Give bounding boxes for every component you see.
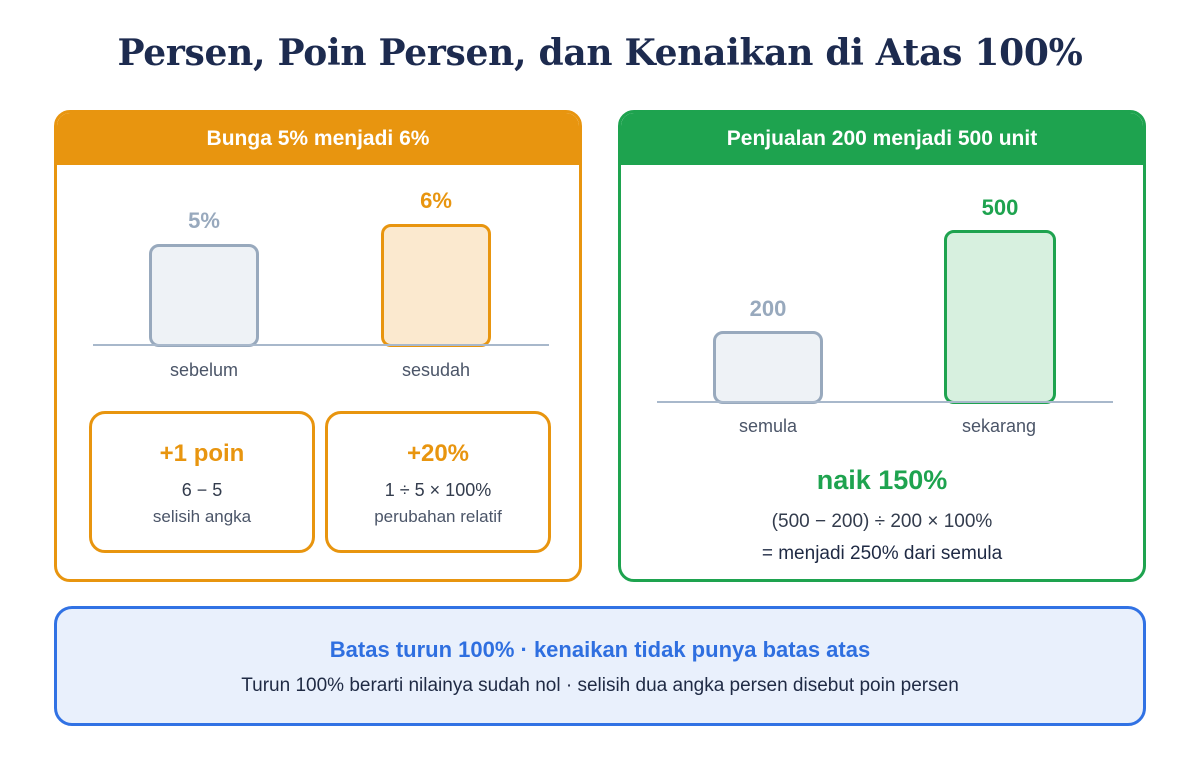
original-bar <box>713 331 823 404</box>
relative-change-headline: +20% <box>406 440 470 467</box>
interest-panel: Bunga 5% menjadi 6% 5% 6% sebelum sesuda… <box>54 110 582 582</box>
takeaway-heading: Batas turun 100% · kenaikan tidak punya … <box>329 637 871 662</box>
baseline <box>93 344 549 346</box>
interest-panel-header: Bunga 5% menjadi 6% <box>57 113 579 165</box>
increase-result: naik 150% <box>816 465 948 495</box>
after-label: sesudah <box>401 360 471 380</box>
after-bar <box>381 224 491 347</box>
point-change-card: +1 poin 6 − 5 selisih angka <box>89 411 315 553</box>
current-label: sekarang <box>961 416 1037 436</box>
before-value: 5% <box>188 208 220 233</box>
takeaway-body: Turun 100% berarti nilainya sudah nol · … <box>241 675 959 696</box>
before-bar <box>149 244 259 347</box>
increase-summary: = menjadi 250% dari semula <box>761 543 1003 564</box>
relative-change-caption: perubahan relatif <box>374 507 502 526</box>
key-takeaway-box: Batas turun 100% · kenaikan tidak punya … <box>54 606 1146 726</box>
before-label: sebelum <box>169 360 239 380</box>
point-change-formula: 6 − 5 <box>181 480 223 500</box>
current-value: 500 <box>981 195 1019 220</box>
increase-formula: (500 − 200) ÷ 200 × 100% <box>771 511 993 532</box>
baseline <box>657 401 1113 403</box>
original-value: 200 <box>749 296 787 321</box>
relative-change-card: +20% 1 ÷ 5 × 100% perubahan relatif <box>325 411 551 553</box>
original-label: semula <box>738 416 798 436</box>
point-change-caption: selisih angka <box>152 507 252 526</box>
page-title: Persen, Poin Persen, dan Kenaikan di Ata… <box>117 32 1083 74</box>
sales-panel: Penjualan 200 menjadi 500 unit 200 500 s… <box>618 110 1146 582</box>
point-change-headline: +1 poin <box>159 440 245 467</box>
after-value: 6% <box>420 188 452 213</box>
current-bar <box>944 230 1056 404</box>
relative-change-formula: 1 ÷ 5 × 100% <box>384 480 492 500</box>
sales-panel-header: Penjualan 200 menjadi 500 unit <box>621 113 1143 165</box>
